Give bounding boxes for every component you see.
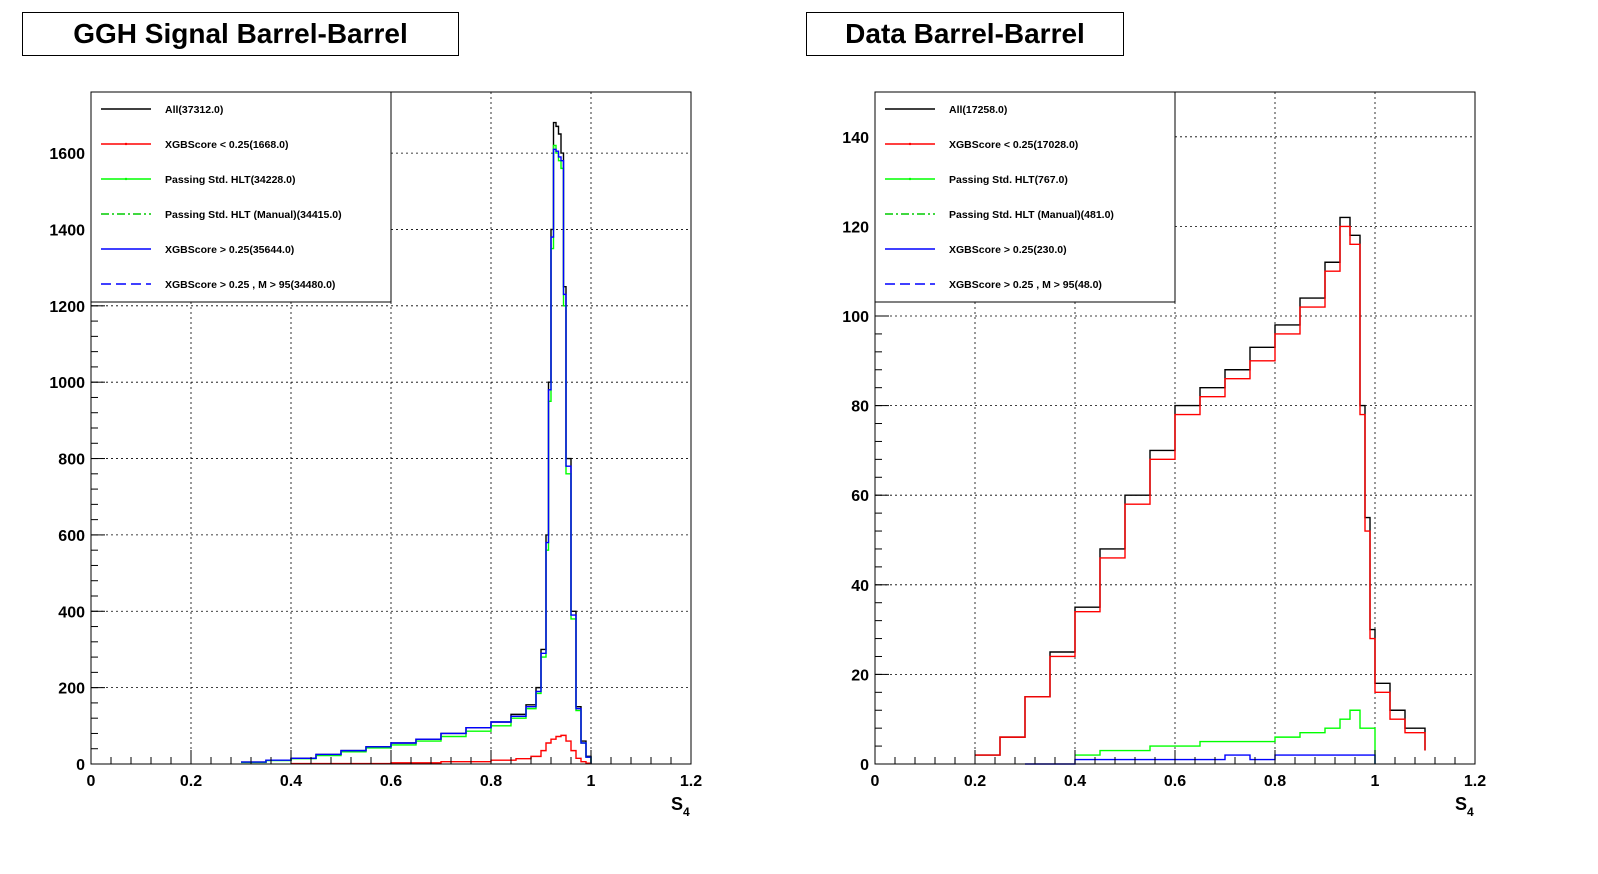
x-tick-label: 0 xyxy=(871,773,880,790)
y-tick-label: 140 xyxy=(842,130,869,147)
series-line-1 xyxy=(975,225,1426,756)
x-tick-label: 1.2 xyxy=(680,773,702,790)
y-tick-label: 100 xyxy=(842,309,869,326)
y-tick-label: 60 xyxy=(851,488,869,505)
legend-marker-1 xyxy=(124,142,128,146)
legend-box xyxy=(90,91,392,303)
legend-label-4: XGBScore > 0.25(230.0) xyxy=(949,244,1067,256)
x-tick-label: 1 xyxy=(587,773,596,790)
legend: All(17258.0) XGBScore < 0.25(17028.0) Pass… xyxy=(874,91,1176,303)
left-chart-title: GGH Signal Barrel-Barrel xyxy=(22,12,459,56)
legend-label-1: XGBScore < 0.25(17028.0) xyxy=(949,139,1078,151)
x-tick-label: 0.4 xyxy=(1064,773,1086,790)
x-tick-label: 0.2 xyxy=(180,773,202,790)
series-line-3 xyxy=(241,148,592,764)
legend-label-1: XGBScore < 0.25(1668.0) xyxy=(165,139,288,151)
y-tick-label: 40 xyxy=(851,578,869,595)
legend-box xyxy=(874,91,1176,303)
legend-marker-2 xyxy=(908,177,912,181)
x-axis-title-subscript: 4 xyxy=(683,805,690,819)
series-line-2 xyxy=(1075,709,1376,764)
y-tick-label: 0 xyxy=(860,757,869,774)
y-tick-label: 1000 xyxy=(49,375,85,392)
right-chart-title: Data Barrel-Barrel xyxy=(806,12,1124,56)
legend-label-0: All(37312.0) xyxy=(165,104,223,116)
y-tick-label: 80 xyxy=(851,399,869,416)
y-tick-label: 400 xyxy=(58,604,85,621)
y-tick-label: 1200 xyxy=(49,299,85,316)
x-axis-title: S xyxy=(1455,794,1467,814)
x-tick-label: 0 xyxy=(87,773,96,790)
x-axis-title-subscript: 4 xyxy=(1467,805,1474,819)
x-tick-label: 0.6 xyxy=(380,773,402,790)
y-tick-label: 1400 xyxy=(49,222,85,239)
y-tick-label: 600 xyxy=(58,528,85,545)
y-tick-label: 200 xyxy=(58,681,85,698)
x-tick-label: 0.8 xyxy=(480,773,502,790)
legend-marker-2 xyxy=(124,177,128,181)
legend-marker-1 xyxy=(908,142,912,146)
y-tick-label: 120 xyxy=(842,219,869,236)
legend-label-2: Passing Std. HLT(767.0) xyxy=(949,174,1068,186)
legend-label-5: XGBScore > 0.25 , M > 95(48.0) xyxy=(949,279,1102,291)
x-tick-label: 0.4 xyxy=(280,773,302,790)
x-tick-label: 1.2 xyxy=(1464,773,1486,790)
legend-label-4: XGBScore > 0.25(35644.0) xyxy=(165,244,294,256)
y-tick-label: 20 xyxy=(851,667,869,684)
y-tick-label: 800 xyxy=(58,452,85,469)
legend-label-5: XGBScore > 0.25 , M > 95(34480.0) xyxy=(165,279,335,291)
right-chart-panel: 0 0.2 0.4 0.6 0.8 1 1.2 0 20 40 60 80 100 120 140 S 4 All… xyxy=(842,91,1486,819)
y-tick-label: 1600 xyxy=(49,146,85,163)
x-tick-label: 0.2 xyxy=(964,773,986,790)
x-tick-label: 0.8 xyxy=(1264,773,1286,790)
legend: All(37312.0) XGBScore < 0.25(1668.0) Passi… xyxy=(90,91,392,303)
y-tick-label: 0 xyxy=(76,757,85,774)
legend-label-3: Passing Std. HLT (Manual)(34415.0) xyxy=(165,209,342,221)
legend-label-2: Passing Std. HLT(34228.0) xyxy=(165,174,296,186)
series-line-3 xyxy=(1025,754,1376,765)
legend-label-3: Passing Std. HLT (Manual)(481.0) xyxy=(949,209,1114,221)
legend-label-0: All(17258.0) xyxy=(949,104,1007,116)
x-axis-title: S xyxy=(671,794,683,814)
x-tick-label: 1 xyxy=(1371,773,1380,790)
left-chart-panel: 0 0.2 0.4 0.6 0.8 1 1.2 0 200 400 600 800 1000 1200 14… xyxy=(49,91,702,819)
x-tick-label: 0.6 xyxy=(1164,773,1186,790)
